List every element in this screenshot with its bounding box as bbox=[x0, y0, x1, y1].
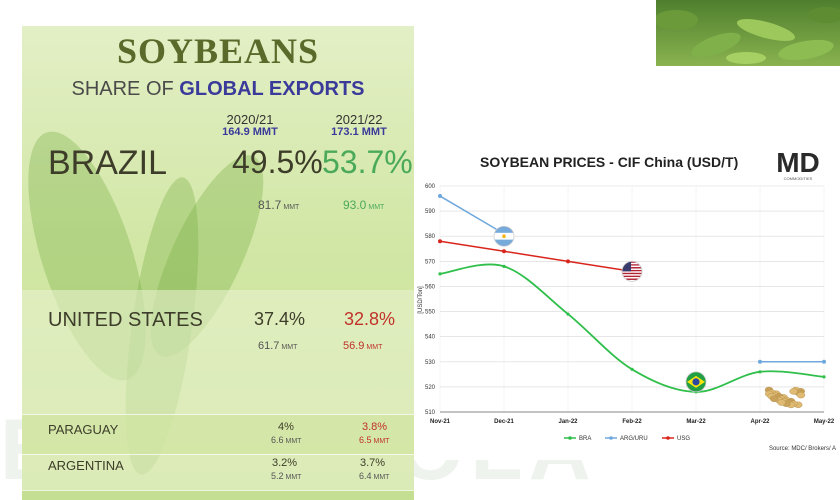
x-tick-label: Dec-21 bbox=[494, 419, 514, 425]
year-2020-21: 2020/21 bbox=[226, 112, 274, 127]
flag-brazil-icon bbox=[685, 371, 707, 393]
soybean-plant-photo bbox=[656, 0, 840, 66]
brazil-share-2021-22: 53.7% bbox=[322, 144, 413, 180]
data-point-bra bbox=[822, 375, 826, 379]
y-tick-label: 560 bbox=[425, 284, 436, 290]
y-tick-label: 600 bbox=[425, 184, 436, 190]
flag-usa-icon bbox=[621, 260, 643, 282]
section-divider bbox=[22, 490, 414, 491]
country-paraguay: PARAGUAY bbox=[48, 422, 119, 437]
series-line-arg-uru bbox=[439, 195, 505, 235]
us-share-2021-22: 32.8% bbox=[344, 309, 396, 329]
logo-subtext: COMMODITIES bbox=[784, 176, 813, 181]
soybean-pods-illustration bbox=[656, 7, 840, 64]
us-volume-2021-22: 56.9 MMT bbox=[343, 340, 383, 352]
md-commodities-logo: MD COMMODITIES bbox=[776, 147, 820, 181]
chart-source: Source: MDC/ Brokers/ A bbox=[769, 446, 836, 452]
us-share-2020-21: 37.4% bbox=[254, 309, 306, 329]
paraguay-share-2021-22: 3.8% bbox=[362, 421, 388, 433]
argentina-volume-2021-22: 6.4 MMT bbox=[359, 471, 390, 481]
country-united-states: UNITED STATES bbox=[48, 309, 203, 331]
flag-argentina-icon bbox=[493, 225, 515, 247]
brazil-volume-2021-22: 93.0 MMT bbox=[343, 198, 385, 212]
x-tick-label: Apr-22 bbox=[750, 419, 770, 425]
data-point-bra bbox=[758, 370, 762, 374]
y-tick-label: 530 bbox=[425, 360, 436, 366]
price-chart: 510 520 530 540 550 560 570 580 590 600 Nov-21 Dec… bbox=[418, 184, 836, 452]
us-volume-2020-21: 61.7 MMT bbox=[258, 340, 298, 352]
country-brazil: BRAZIL bbox=[48, 144, 168, 182]
brazil-volume-2020-21: 81.7 MMT bbox=[258, 198, 300, 212]
price-chart-container: SOYBEAN PRICES - CIF China (USD/T) MD CO… bbox=[414, 140, 840, 460]
section-divider bbox=[22, 414, 414, 415]
x-tick-label: Jan-22 bbox=[558, 419, 578, 425]
y-tick-label: 550 bbox=[425, 310, 436, 316]
paraguay-section bbox=[22, 414, 414, 454]
panel-subtitle: SHARE OF GLOBAL EXPORTS bbox=[71, 78, 365, 100]
year-2021-22-total: 173.1 MMT bbox=[331, 126, 387, 138]
data-point-bra bbox=[630, 367, 634, 371]
data-point-usg bbox=[438, 239, 442, 244]
paraguay-share-2020-21: 4% bbox=[278, 421, 294, 433]
legend-marker-bra bbox=[568, 436, 572, 440]
logo-text: MD bbox=[776, 147, 820, 178]
data-point-bra bbox=[502, 264, 506, 268]
y-tick-label: 520 bbox=[425, 385, 436, 391]
country-argentina: ARGENTINA bbox=[48, 458, 124, 473]
legend-label-bra: BRA bbox=[579, 436, 591, 442]
legend-marker-usg bbox=[666, 436, 670, 440]
argentina-share-2020-21: 3.2% bbox=[272, 457, 298, 469]
y-tick-label: 570 bbox=[425, 259, 436, 265]
legend-label-usg: USG bbox=[677, 436, 690, 442]
x-tick-label: Feb-22 bbox=[622, 419, 642, 425]
series-line-usg bbox=[439, 240, 633, 273]
y-tick-label: 510 bbox=[425, 410, 436, 416]
us-section bbox=[22, 290, 414, 414]
section-divider bbox=[22, 454, 414, 455]
argentina-section bbox=[22, 454, 414, 490]
y-tick-label: 580 bbox=[425, 234, 436, 240]
panel-title: SOYBEANS bbox=[116, 31, 320, 71]
y-axis-label: [USD/Ton] bbox=[418, 286, 424, 314]
data-point-usg bbox=[566, 259, 570, 264]
y-tick-label: 540 bbox=[425, 335, 436, 341]
legend-label-arg-uru: ARG/URU bbox=[620, 436, 648, 442]
data-point-arg-uru bbox=[438, 194, 442, 199]
paraguay-volume-2020-21: 6.6 MMT bbox=[271, 435, 302, 445]
data-point-arg-uru bbox=[822, 359, 826, 364]
y-tick-label: 590 bbox=[425, 209, 436, 215]
x-tick-label: May-22 bbox=[814, 419, 835, 425]
data-point-bra bbox=[566, 312, 570, 316]
exports-share-panel: SOYBEANS SHARE OF GLOBAL EXPORTS 2020/21… bbox=[22, 26, 414, 500]
soybeans-pile-icon bbox=[764, 386, 806, 409]
year-2021-22: 2021/22 bbox=[335, 112, 383, 127]
x-tick-label: Nov-21 bbox=[430, 419, 451, 425]
data-point-usg bbox=[502, 249, 506, 254]
x-tick-label: Mar-22 bbox=[686, 419, 706, 425]
data-point-bra bbox=[438, 272, 442, 276]
year-2020-21-total: 164.9 MMT bbox=[222, 126, 278, 138]
argentina-share-2021-22: 3.7% bbox=[360, 457, 386, 469]
chart-title: SOYBEAN PRICES - CIF China (USD/T) bbox=[480, 154, 739, 170]
legend-marker-arg-uru bbox=[609, 436, 613, 440]
paraguay-volume-2021-22: 6.5 MMT bbox=[359, 435, 390, 445]
brazil-share-2020-21: 49.5% bbox=[232, 144, 323, 180]
argentina-volume-2020-21: 5.2 MMT bbox=[271, 471, 302, 481]
data-point-arg-uru bbox=[758, 359, 762, 364]
